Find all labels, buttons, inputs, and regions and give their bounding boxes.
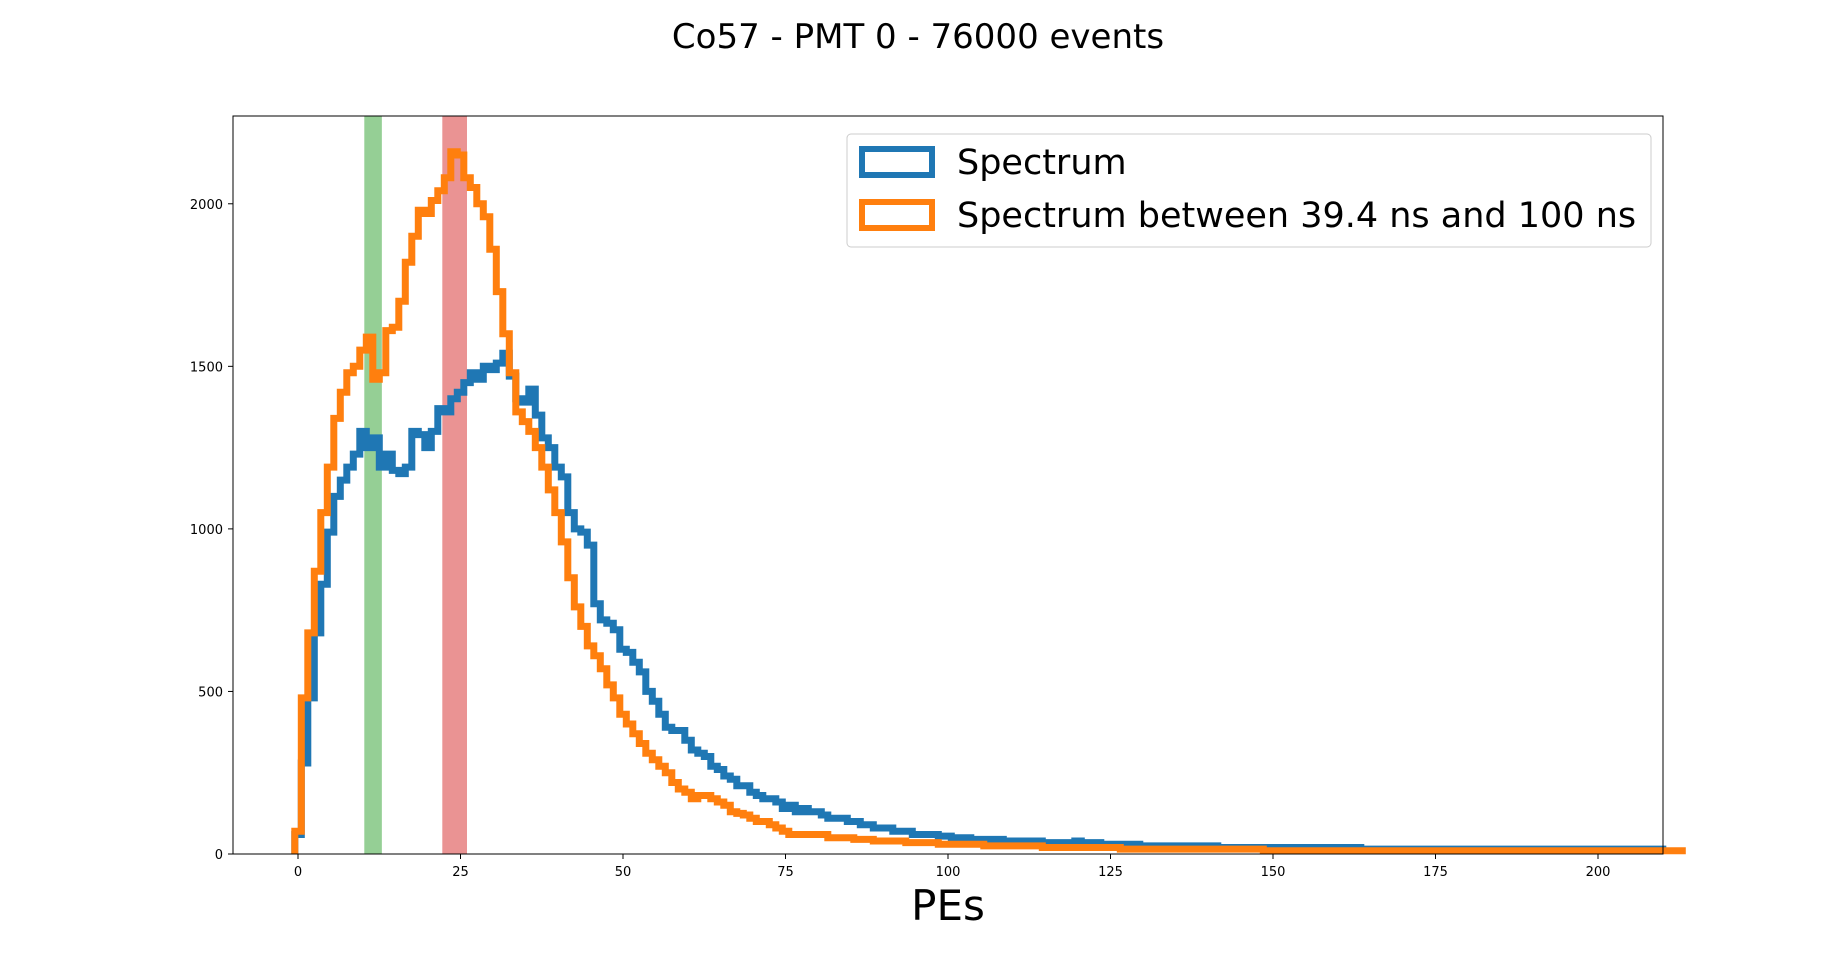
y-tick-label: 2000	[190, 198, 223, 213]
legend-label-spectrum-between: Spectrum between 39.4 ns and 100 ns	[957, 196, 1636, 236]
x-tick-label: 25	[452, 865, 469, 880]
x-axis-label: PEs	[911, 881, 985, 930]
x-tick-label: 150	[1261, 865, 1286, 880]
x-tick-label: 125	[1098, 865, 1123, 880]
legend-swatch-spectrum-between	[859, 199, 935, 231]
y-tick-label: 0	[215, 848, 223, 863]
x-tick-label: 75	[777, 865, 794, 880]
highlight-band-0	[364, 116, 382, 854]
highlight-band-1	[442, 116, 467, 854]
highlight-bands	[364, 116, 467, 854]
chart-title: Co57 - PMT 0 - 76000 events	[672, 17, 1164, 57]
legend-swatch-spectrum	[859, 146, 935, 178]
series-line-0	[291, 349, 1667, 854]
legend-box	[846, 133, 1652, 248]
legend-label-spectrum: Spectrum	[957, 143, 1127, 183]
series-line-1	[291, 148, 1686, 855]
legend: Spectrum Spectrum between 39.4 ns and 10…	[846, 133, 1652, 248]
y-tick-label: 500	[198, 685, 223, 700]
y-tick-label: 1000	[190, 523, 223, 538]
x-tick-label: 100	[936, 865, 961, 880]
x-tick-label: 175	[1423, 865, 1448, 880]
series-layer	[291, 148, 1686, 855]
x-tick-label: 50	[615, 865, 632, 880]
x-tick-label: 0	[294, 865, 302, 880]
y-tick-label: 1500	[190, 360, 223, 375]
x-tick-label: 200	[1586, 865, 1611, 880]
